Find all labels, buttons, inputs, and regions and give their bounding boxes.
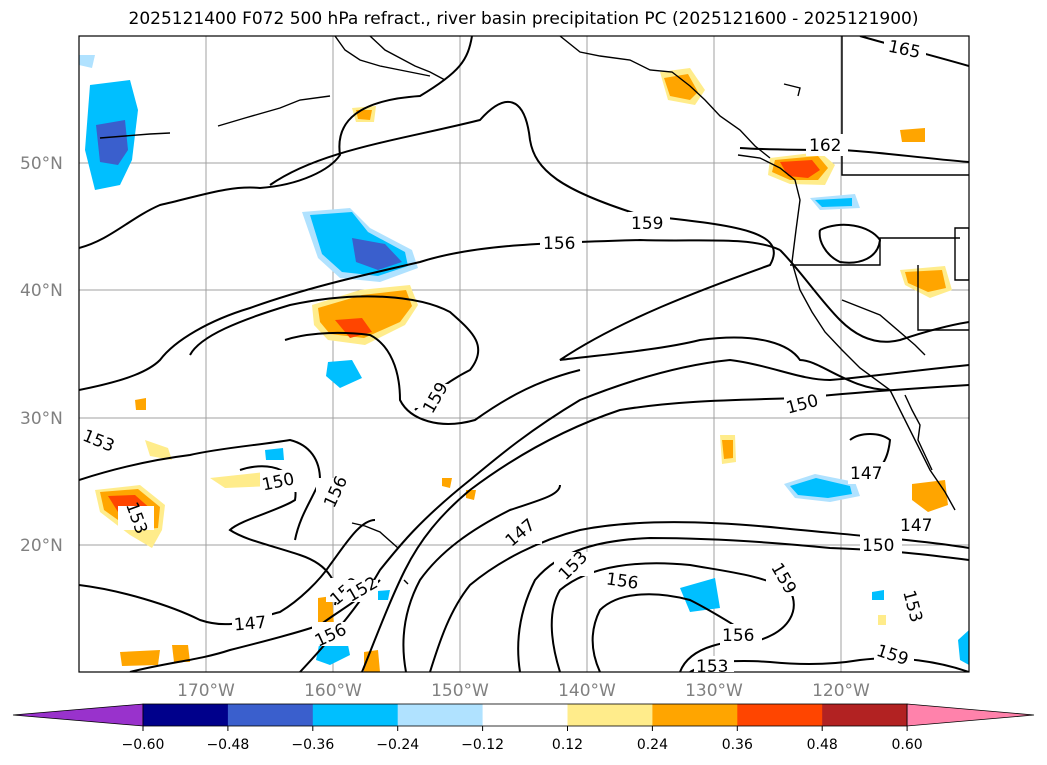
colorbar-segment — [312, 704, 399, 726]
contour-label: 156 — [722, 626, 754, 646]
colorbar-segment — [482, 704, 568, 726]
coastlines — [99, 36, 969, 585]
map-frame — [78, 35, 970, 673]
contour-label: 156 — [543, 234, 575, 254]
lat-label: 50°N — [20, 154, 63, 174]
colorbar-segment — [737, 704, 823, 726]
map-title: 2025121400 F072 500 hPa refract., river … — [128, 9, 919, 29]
contour-label: 147 — [233, 613, 267, 636]
lon-label: 170°W — [177, 681, 235, 701]
colorbar-tick-label: 0.48 — [807, 737, 838, 753]
contour-label: 156 — [605, 569, 640, 593]
latitude-labels: 50°N 40°N 30°N 20°N — [20, 154, 63, 556]
graticule — [79, 36, 969, 672]
colorbar-tick-label: −0.12 — [461, 737, 504, 753]
colorbar-segment — [822, 704, 908, 726]
colorbar-tick-label: −0.36 — [291, 737, 334, 753]
colorbar-segment — [652, 704, 738, 726]
colorbar-segment — [227, 704, 314, 726]
colorbar-tick-label: −0.60 — [122, 737, 165, 753]
colorbar-segment — [143, 704, 229, 726]
contour-label: 162 — [809, 136, 841, 156]
contour-labels: 165 162 159 156 153 150 147 159 156 150 … — [80, 37, 940, 677]
lon-label: 120°W — [812, 681, 870, 701]
lat-label: 40°N — [20, 281, 63, 301]
colorbar-extend-high — [906, 703, 1035, 727]
colorbar-outline — [142, 703, 908, 727]
precip-shading — [79, 55, 969, 672]
lat-label: 20°N — [20, 536, 63, 556]
lon-label: 160°W — [304, 681, 362, 701]
longitude-labels: 170°W 160°W 150°W 140°W 130°W 120°W — [177, 681, 870, 701]
colorbar-extend-low — [12, 703, 144, 727]
contour-label: 147 — [900, 516, 932, 536]
lon-label: 140°W — [558, 681, 616, 701]
lon-label: 150°W — [431, 681, 489, 701]
colorbar-segment — [567, 704, 653, 726]
colorbar-tick-label: −0.48 — [206, 737, 249, 753]
colorbar-tick-label: 0.12 — [552, 737, 583, 753]
lat-label: 30°N — [20, 409, 63, 429]
colorbar-tick-label: 0.60 — [892, 737, 923, 753]
contour-label: 147 — [850, 464, 882, 484]
colorbar-tick-label: 0.24 — [637, 737, 668, 753]
contour-label: 153 — [696, 657, 728, 677]
colorbar-tick-label: 0.36 — [722, 737, 753, 753]
lon-label: 130°W — [685, 681, 743, 701]
colorbar: −0.60 −0.48 −0.36 −0.24 −0.12 0.12 0.24 0.36 0.4… — [12, 703, 1035, 753]
contour-label: 150 — [862, 536, 894, 556]
colorbar-segment — [397, 704, 484, 726]
contour-label: 159 — [631, 214, 663, 234]
colorbar-tick-label: −0.24 — [376, 737, 419, 753]
map-panel — [79, 36, 969, 672]
